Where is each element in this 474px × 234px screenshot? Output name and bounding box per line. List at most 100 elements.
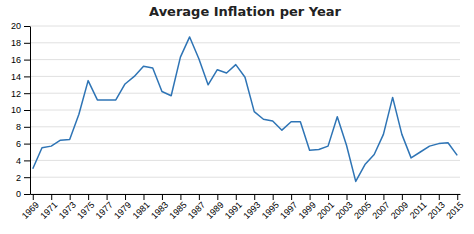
tick-label: 1979 — [112, 200, 133, 221]
tick-label: 6 — [16, 139, 21, 149]
tick-label: 2015 — [444, 200, 465, 221]
tick-label: 4 — [16, 156, 21, 166]
x-tick: 1975 — [75, 194, 96, 221]
tick-label: 1995 — [260, 200, 281, 221]
grid-line — [30, 42, 460, 43]
x-tick: 1993 — [241, 194, 262, 221]
tick-mark — [24, 110, 30, 111]
tick-label: 16 — [11, 55, 21, 65]
tick-mark — [291, 194, 292, 200]
tick-label: 2003 — [334, 200, 355, 221]
tick-mark — [365, 194, 366, 200]
x-tick: 1989 — [204, 194, 225, 221]
tick-mark — [457, 194, 458, 200]
tick-mark — [24, 177, 30, 178]
x-tick: 1991 — [223, 194, 244, 221]
tick-mark — [107, 194, 108, 200]
tick-label: 1981 — [131, 200, 152, 221]
y-tick: 12 — [11, 89, 30, 99]
tick-label: 1975 — [75, 200, 96, 221]
x-tick: 2009 — [389, 194, 410, 221]
tick-mark — [328, 194, 329, 200]
tick-label: 1985 — [167, 200, 188, 221]
x-tick: 1973 — [57, 194, 78, 221]
tick-label: 1999 — [297, 200, 318, 221]
y-tick: 14 — [11, 72, 30, 82]
x-tick: 1999 — [297, 194, 318, 221]
tick-label: 1973 — [57, 200, 78, 221]
tick-label: 1987 — [186, 200, 207, 221]
x-tick: 1987 — [186, 194, 207, 221]
tick-mark — [24, 76, 30, 77]
grid-line — [30, 26, 460, 27]
tick-label: 2005 — [352, 200, 373, 221]
y-tick: 16 — [11, 55, 30, 65]
tick-mark — [402, 194, 403, 200]
tick-mark — [70, 194, 71, 200]
tick-label: 14 — [11, 72, 21, 82]
x-tick: 1977 — [94, 194, 115, 221]
plot-area — [33, 37, 457, 181]
tick-mark — [217, 194, 218, 200]
x-tick: 1995 — [260, 194, 281, 221]
grid — [30, 26, 460, 194]
x-tick: 1981 — [131, 194, 152, 221]
tick-mark — [24, 144, 30, 145]
tick-label: 1971 — [38, 200, 59, 221]
x-tick: 2011 — [408, 194, 429, 221]
tick-mark — [125, 194, 126, 200]
axis-line — [30, 27, 31, 195]
tick-mark — [310, 194, 311, 200]
y-tick: 20 — [11, 21, 30, 31]
tick-mark — [24, 26, 30, 27]
x-tick: 2005 — [352, 194, 373, 221]
tick-mark — [347, 194, 348, 200]
tick-mark — [199, 194, 200, 200]
tick-mark — [24, 93, 30, 94]
x-tick: 1979 — [112, 194, 133, 221]
grid-line — [30, 160, 460, 161]
tick-label: 1989 — [204, 200, 225, 221]
tick-label: 8 — [16, 122, 21, 132]
tick-mark — [88, 194, 89, 200]
y-tick: 0 — [16, 189, 30, 199]
tick-mark — [33, 194, 34, 200]
y-axis: 02468101214161820 — [11, 21, 31, 199]
tick-label: 20 — [11, 21, 21, 31]
tick-mark — [273, 194, 274, 200]
tick-mark — [51, 194, 52, 200]
tick-label: 2 — [16, 173, 21, 183]
line — [33, 37, 457, 181]
tick-label: 12 — [11, 89, 21, 99]
tick-mark — [420, 194, 421, 200]
tick-label: 10 — [11, 105, 21, 115]
tick-mark — [24, 43, 30, 44]
tick-label: 1969 — [20, 200, 41, 221]
y-tick: 8 — [16, 122, 30, 132]
tick-label: 1993 — [241, 200, 262, 221]
chart: Average Inflation per Year19691971197319… — [0, 0, 474, 234]
x-tick: 1971 — [38, 194, 59, 221]
title: Average Inflation per Year — [149, 4, 341, 19]
tick-label: 1977 — [94, 200, 115, 221]
x-tick: 1985 — [167, 194, 188, 221]
tick-label: 2001 — [315, 200, 336, 221]
tick-label: 2009 — [389, 200, 410, 221]
tick-label: 1991 — [223, 200, 244, 221]
x-tick: 2015 — [444, 194, 465, 221]
tick-label: 1983 — [149, 200, 170, 221]
tick-mark — [383, 194, 384, 200]
tick-mark — [254, 194, 255, 200]
x-tick: 1983 — [149, 194, 170, 221]
tick-mark — [24, 194, 30, 195]
x-tick: 2001 — [315, 194, 336, 221]
tick-mark — [162, 194, 163, 200]
tick-mark — [24, 127, 30, 128]
y-tick: 4 — [16, 156, 30, 166]
tick-label: 2007 — [370, 200, 391, 221]
tick-mark — [439, 194, 440, 200]
tick-label: 2011 — [408, 200, 429, 221]
tick-mark — [143, 194, 144, 200]
x-tick: 2013 — [426, 194, 447, 221]
axis-line — [31, 194, 461, 195]
